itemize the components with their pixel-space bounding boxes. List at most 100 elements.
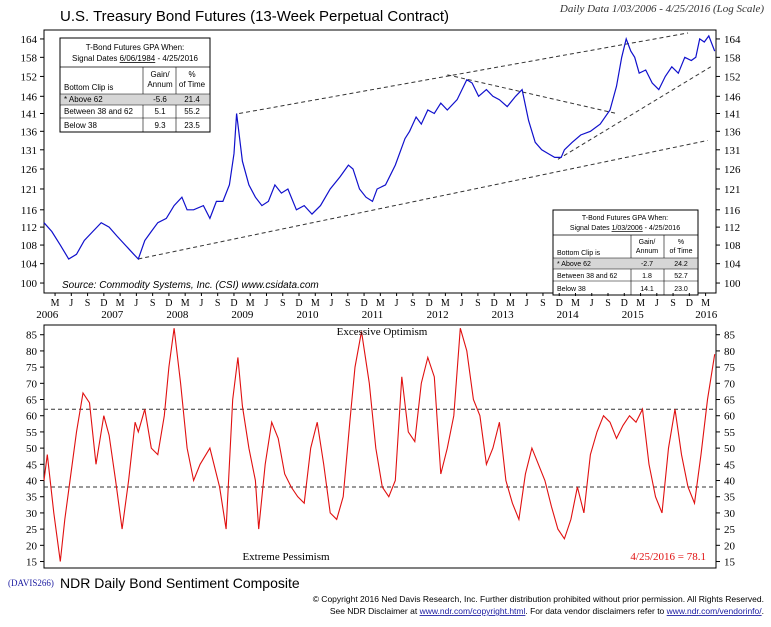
trend-line [239, 32, 689, 114]
x-year-label: 2009 [231, 309, 254, 321]
y-tick-label: 100 [724, 278, 741, 290]
table-left-row-gain: -5.6 [153, 95, 167, 104]
table-right-row-gain: 1.8 [642, 273, 652, 280]
x-month-label: M [116, 298, 125, 309]
last-value-label: 4/25/2016 = 78.1 [630, 551, 706, 563]
x-month-label: J [134, 298, 138, 309]
y-tick-label: 131 [724, 145, 741, 157]
table-right-row-label: Between 38 and 62 [557, 273, 617, 280]
y-tick-label: 100 [21, 278, 38, 290]
table-right-col3-header-a: % [678, 239, 684, 246]
x-month-label: M [506, 298, 515, 309]
x-month-label: S [280, 298, 286, 309]
x-month-label: J [330, 298, 334, 309]
y-tick-label: 75 [724, 362, 736, 374]
table-left-col3-header-a: % [188, 70, 195, 79]
x-month-label: D [425, 298, 432, 309]
y-tick-label: 65 [26, 395, 38, 407]
x-month-label: S [540, 298, 546, 309]
table-right-highlight-row [554, 258, 697, 269]
lower-panel-frame [43, 324, 717, 569]
table-left-row-gain: 5.1 [154, 107, 166, 116]
x-month-label: S [345, 298, 351, 309]
y-tick-label: 25 [26, 524, 38, 536]
y-tick-label: 70 [724, 378, 736, 390]
x-month-label: S [215, 298, 221, 309]
y-tick-label: 15 [26, 557, 38, 569]
vendor-info-link[interactable]: www.ndr.com/vendorinfo/ [666, 606, 763, 616]
table-left-row-label: Below 38 [64, 121, 97, 130]
table-right-row-gain: 14.1 [640, 286, 654, 293]
disclaimer-note: See NDR Disclaimer at www.ndr.com/copyri… [330, 606, 764, 616]
table-right-title: T-Bond Futures GPA When: [582, 215, 668, 222]
table-right-row-label: Below 38 [557, 286, 586, 293]
y-tick-label: 55 [724, 427, 736, 439]
x-year-label: 2012 [427, 309, 449, 321]
x-month-label: S [150, 298, 156, 309]
price-line [43, 34, 716, 261]
y-tick-label: 25 [724, 524, 736, 536]
y-tick-label: 136 [724, 126, 741, 138]
table-right-row-pct: 24.2 [674, 261, 688, 268]
y-tick-label: 146 [724, 91, 741, 103]
y-tick-label: 158 [724, 52, 741, 64]
copyright-note: © Copyright 2016 Ned Davis Research, Inc… [313, 594, 764, 604]
trend-line [138, 139, 708, 260]
y-tick-label: 116 [724, 205, 741, 217]
table-right-row-pct: 52.7 [674, 273, 688, 280]
y-tick-label: 70 [26, 378, 38, 390]
y-tick-label: 141 [724, 109, 741, 121]
upper-y-axis-left: 100 104 108 112 116 121 126 131 136 141 146 152 158 1… [21, 34, 44, 290]
y-tick-label: 60 [26, 411, 38, 423]
copyright-link[interactable]: www.ndr.com/copyright.html [419, 606, 526, 616]
x-month-label: J [460, 298, 464, 309]
y-tick-label: 40 [26, 476, 38, 488]
trend-line [557, 66, 712, 160]
y-tick-label: 121 [724, 184, 741, 196]
table-left-row-pct: 23.5 [184, 121, 200, 130]
indicator-title: NDR Daily Bond Sentiment Composite [60, 575, 300, 591]
x-month-label: D [621, 298, 628, 309]
x-month-label: M [246, 298, 255, 309]
x-year-label: 2010 [296, 309, 319, 321]
x-month-label: D [295, 298, 302, 309]
table-right-row-pct: 23.0 [674, 286, 688, 293]
y-tick-label: 164 [21, 34, 38, 46]
x-month-label: M [181, 298, 190, 309]
trend-line [447, 74, 617, 114]
x-month-label: D [360, 298, 367, 309]
table-right-row-label: * Above 62 [557, 261, 591, 268]
table-left-row-gain: 9.3 [154, 121, 166, 130]
x-month-label: M [51, 298, 60, 309]
y-tick-label: 158 [21, 52, 38, 64]
table-left-title: T-Bond Futures GPA When: [86, 43, 185, 52]
x-month-label: S [85, 298, 91, 309]
upper-trend-lines [138, 32, 712, 260]
x-month-label: M [636, 298, 645, 309]
table-left-row-pct: 21.4 [184, 95, 200, 104]
x-month-label: J [655, 298, 659, 309]
y-tick-label: 152 [21, 71, 38, 83]
y-tick-label: 75 [26, 362, 38, 374]
y-tick-label: 45 [724, 459, 736, 471]
table-left-row-label: * Above 62 [64, 95, 103, 104]
lower-y-axis-right: 15 20 25 30 35 40 45 50 55 60 65 70 75 80 85 [716, 330, 736, 569]
table-left-col2-header-b: Annum [147, 80, 173, 89]
x-month-label: M [701, 298, 710, 309]
x-month-label: M [376, 298, 385, 309]
y-tick-label: 55 [26, 427, 38, 439]
table-right-col2-header-a: Gain/ [639, 239, 656, 246]
x-month-label: J [395, 298, 399, 309]
sentiment-line [43, 328, 716, 562]
y-tick-label: 45 [26, 459, 38, 471]
chart-title: U.S. Treasury Bond Futures (13-Week Perp… [60, 8, 449, 25]
date-range-note: Daily Data 1/03/2006 - 4/25/2016 (Log Sc… [559, 3, 764, 15]
y-tick-label: 20 [26, 540, 38, 552]
y-tick-label: 60 [724, 411, 736, 423]
y-tick-label: 112 [21, 222, 37, 234]
table-left-col2-header-a: Gain/ [150, 70, 170, 79]
y-tick-label: 152 [724, 71, 741, 83]
lower-reference-lines [44, 408, 716, 488]
y-tick-label: 20 [724, 540, 736, 552]
y-tick-label: 146 [21, 91, 38, 103]
